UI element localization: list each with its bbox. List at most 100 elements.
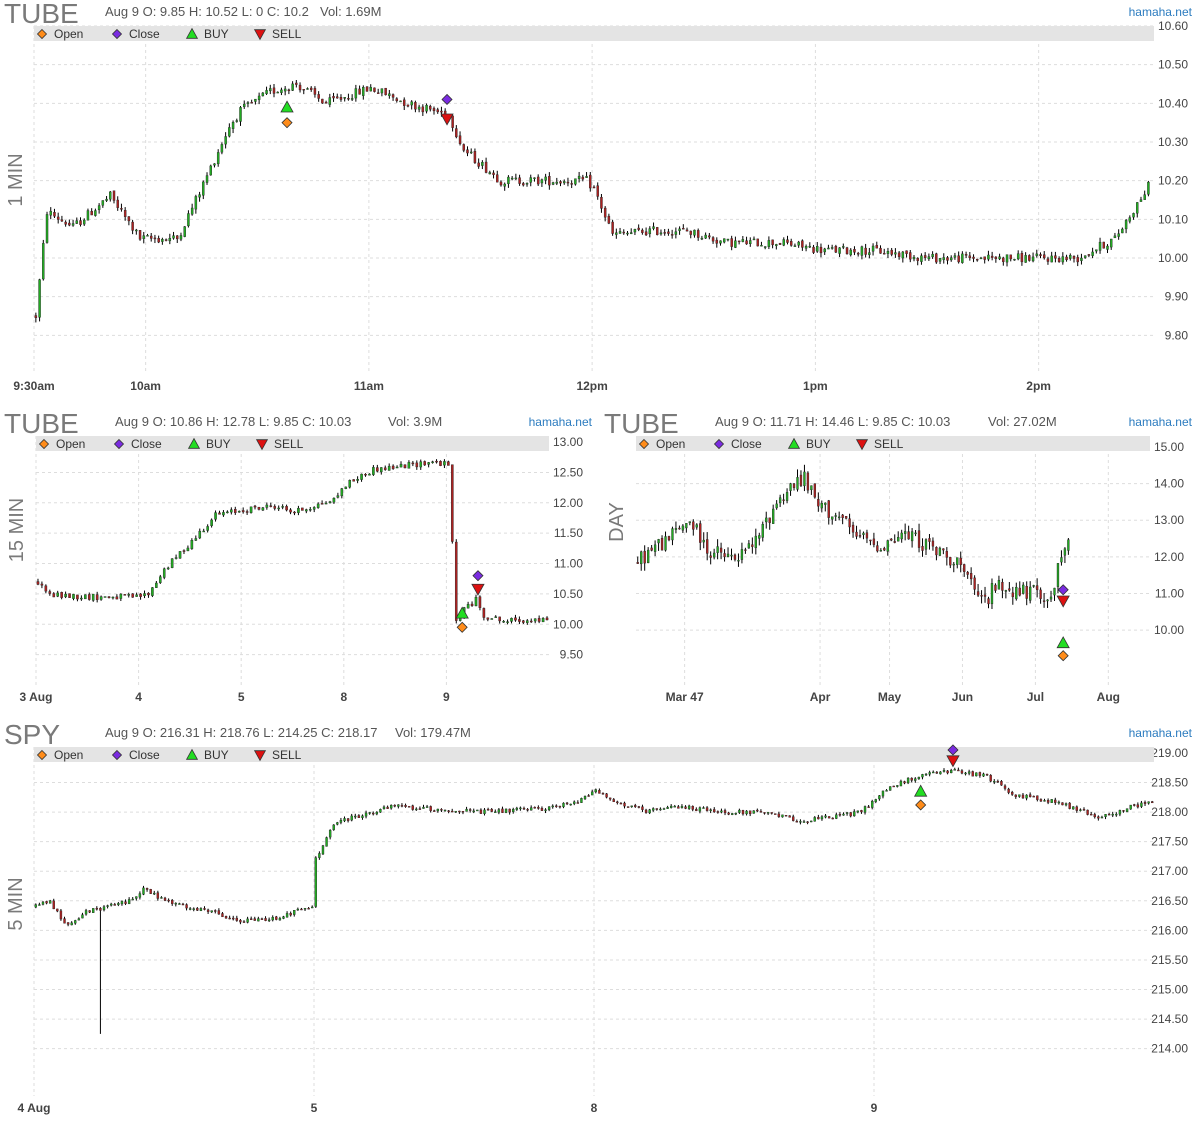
y-tick-label: 11.50 bbox=[554, 526, 583, 540]
candle-body bbox=[704, 234, 707, 239]
candle-body bbox=[1129, 804, 1132, 810]
candle-body bbox=[45, 214, 49, 243]
period-label: DAY bbox=[606, 502, 628, 542]
x-tick-label: 10am bbox=[130, 379, 161, 393]
candle-body bbox=[910, 531, 914, 542]
candle-body bbox=[737, 240, 741, 243]
candle-body bbox=[622, 231, 625, 234]
candle-body bbox=[506, 621, 509, 623]
candle-body bbox=[469, 151, 473, 154]
candle-body bbox=[199, 908, 203, 911]
y-tick-label: 10.30 bbox=[1158, 135, 1188, 149]
candle-body bbox=[321, 98, 324, 104]
legend-buy-label: BUY bbox=[204, 748, 229, 762]
candle-body bbox=[269, 505, 273, 507]
candle-body bbox=[644, 231, 648, 236]
candle-body bbox=[664, 536, 667, 551]
candle-body bbox=[883, 548, 886, 551]
candle-body bbox=[476, 809, 479, 812]
candle-body bbox=[1043, 254, 1046, 259]
candle-body bbox=[827, 816, 831, 819]
y-tick-label: 216.50 bbox=[1151, 894, 1188, 908]
candle-body bbox=[808, 245, 812, 248]
candle-body bbox=[474, 596, 478, 607]
candle-body bbox=[391, 465, 395, 469]
candle-body bbox=[257, 918, 260, 922]
buy-marker bbox=[913, 784, 928, 797]
candle-body bbox=[998, 256, 1001, 260]
candle-body bbox=[253, 505, 257, 508]
candle-body bbox=[181, 903, 185, 906]
y-tick-label: 14.00 bbox=[1154, 477, 1184, 491]
candle-body bbox=[161, 239, 164, 242]
candle-body bbox=[451, 464, 454, 542]
candle-body bbox=[634, 805, 637, 807]
candle-body bbox=[352, 479, 355, 482]
candle-body bbox=[957, 769, 960, 772]
candle-body bbox=[975, 772, 978, 777]
candle-body bbox=[56, 216, 60, 220]
candle-body bbox=[190, 207, 194, 215]
candle-body bbox=[77, 918, 81, 921]
candle-body bbox=[912, 256, 916, 260]
candle-body bbox=[427, 462, 430, 465]
candle-body bbox=[1046, 258, 1050, 262]
candle-body bbox=[278, 918, 282, 921]
close-marker bbox=[713, 438, 725, 450]
candle-body bbox=[563, 181, 566, 184]
open-marker bbox=[1057, 650, 1069, 662]
candle-body bbox=[715, 239, 719, 244]
candle-body bbox=[759, 811, 763, 813]
close-marker bbox=[1057, 584, 1069, 596]
candle-body bbox=[210, 519, 213, 526]
candle-body bbox=[332, 824, 335, 830]
candle-body bbox=[376, 467, 379, 472]
candle-body bbox=[576, 802, 580, 804]
candle-body bbox=[1036, 795, 1039, 800]
candle-body bbox=[443, 809, 447, 812]
candle-body bbox=[772, 508, 775, 524]
chart-panel-4: 214.00 214.50 215.00 215.50 216.00 216.50 217.… bbox=[4, 719, 1193, 1115]
candle-body bbox=[626, 806, 630, 808]
candle-body bbox=[939, 771, 942, 775]
candle-body bbox=[860, 246, 864, 256]
candle-body bbox=[451, 810, 454, 813]
candle-body bbox=[1046, 800, 1050, 803]
candle-body bbox=[1080, 257, 1083, 261]
candle-body bbox=[785, 492, 789, 501]
candle-body bbox=[68, 222, 71, 226]
candle-body bbox=[285, 506, 288, 511]
candle-body bbox=[1133, 804, 1136, 806]
candle-body bbox=[774, 813, 777, 815]
candle-body bbox=[239, 919, 242, 923]
candle-body bbox=[982, 773, 985, 777]
y-tick-label: 215.50 bbox=[1151, 953, 1188, 967]
candle-body bbox=[501, 808, 504, 813]
candle-body bbox=[86, 210, 90, 221]
candle-body bbox=[387, 465, 391, 471]
candle-body bbox=[766, 812, 770, 814]
candle-body bbox=[1104, 814, 1107, 818]
legend-band bbox=[36, 436, 549, 451]
candle-body bbox=[716, 811, 720, 813]
site-credit: hamaha.net bbox=[1129, 726, 1193, 740]
candle-body bbox=[730, 238, 733, 247]
candle-body bbox=[581, 176, 585, 180]
site-credit: hamaha.net bbox=[1129, 415, 1193, 429]
candle-body bbox=[376, 92, 380, 94]
candle-body bbox=[508, 808, 511, 813]
candle-body bbox=[831, 516, 834, 520]
candle-body bbox=[482, 608, 486, 618]
candle-body bbox=[921, 774, 924, 778]
site-credit: hamaha.net bbox=[1129, 5, 1193, 19]
candle-body bbox=[1095, 249, 1098, 252]
candle-body bbox=[899, 780, 903, 787]
candle-body bbox=[280, 89, 283, 93]
candle-body bbox=[820, 816, 824, 820]
candle-body bbox=[216, 152, 220, 165]
candle-body bbox=[709, 809, 712, 811]
candle-body bbox=[433, 810, 436, 812]
candle-body bbox=[795, 821, 799, 823]
candle-body bbox=[522, 183, 525, 186]
candle-body bbox=[802, 821, 806, 823]
